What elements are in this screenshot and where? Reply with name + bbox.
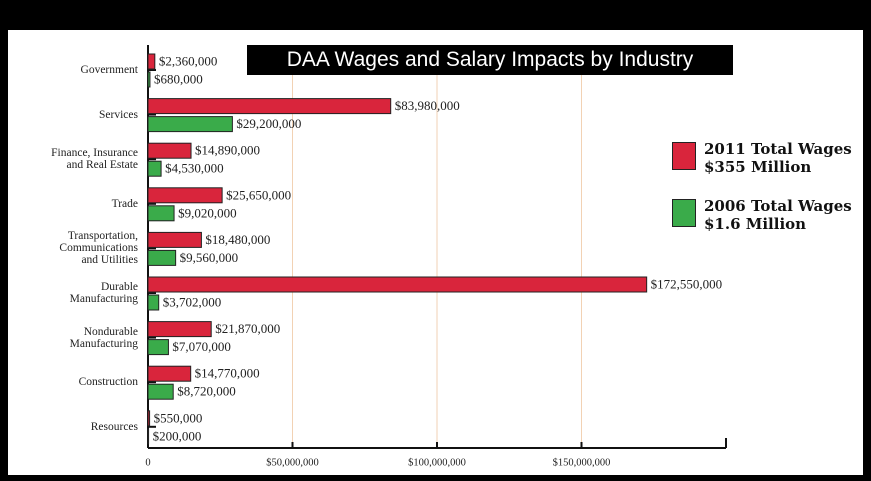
x-tick-label: $50,000,000 bbox=[266, 457, 319, 468]
y-tick-label: Construction bbox=[78, 376, 138, 389]
bar bbox=[147, 249, 177, 266]
bar bbox=[147, 187, 223, 204]
bar bbox=[147, 428, 150, 445]
value-label: $25,650,000 bbox=[226, 187, 291, 202]
value-label: $550,000 bbox=[154, 410, 203, 425]
value-label: $29,200,000 bbox=[236, 116, 301, 131]
value-label: $200,000 bbox=[153, 428, 202, 443]
x-tick-label: 0 bbox=[145, 457, 150, 468]
y-tick-label: Government bbox=[80, 64, 138, 76]
value-label: $172,550,000 bbox=[651, 276, 723, 291]
value-label: $83,980,000 bbox=[395, 98, 460, 113]
value-label: $14,770,000 bbox=[195, 366, 260, 381]
value-label: $8,720,000 bbox=[177, 384, 236, 399]
legend-swatch bbox=[672, 199, 696, 227]
value-label: $680,000 bbox=[154, 71, 203, 86]
bar bbox=[147, 71, 151, 88]
bar bbox=[147, 142, 192, 159]
value-label: $3,702,000 bbox=[163, 294, 222, 309]
y-tick-label: Transportation, Communications and Utili… bbox=[59, 230, 138, 267]
bar bbox=[147, 339, 169, 356]
bar bbox=[147, 205, 175, 222]
chart-title: DAA Wages and Salary Impacts by Industry bbox=[247, 45, 733, 75]
bar bbox=[147, 276, 648, 293]
bar bbox=[147, 383, 174, 400]
y-tick-label: Services bbox=[99, 108, 138, 121]
value-label: $21,870,000 bbox=[215, 321, 280, 336]
bar bbox=[147, 294, 160, 311]
legend-label: 2006 Total Wages $1.6 Million bbox=[704, 197, 852, 233]
value-label: $9,020,000 bbox=[178, 205, 237, 220]
x-tick-label: $100,000,000 bbox=[408, 457, 466, 468]
y-tick-label: Finance, Insurance and Real Estate bbox=[51, 147, 138, 172]
x-tick-label: $150,000,000 bbox=[553, 457, 611, 468]
value-label: $9,560,000 bbox=[180, 250, 239, 265]
y-tick-label: Trade bbox=[111, 197, 138, 210]
value-label: $18,480,000 bbox=[205, 232, 270, 247]
value-label: $7,070,000 bbox=[172, 339, 231, 354]
value-label: $14,890,000 bbox=[195, 143, 260, 158]
bar bbox=[147, 365, 192, 382]
y-tick-label: Nondurable Manufacturing bbox=[69, 325, 138, 350]
bar bbox=[147, 410, 151, 427]
bar bbox=[147, 53, 156, 70]
legend-label: 2011 Total Wages $355 Million bbox=[704, 140, 852, 176]
legend-swatch bbox=[672, 142, 696, 170]
y-tick-label: Durable Manufacturing bbox=[69, 281, 138, 305]
bar bbox=[147, 321, 212, 338]
bar bbox=[147, 160, 162, 177]
y-tick-label: Resources bbox=[90, 420, 138, 433]
value-label: $2,360,000 bbox=[159, 53, 218, 68]
bar bbox=[147, 98, 392, 115]
value-label: $4,530,000 bbox=[165, 161, 224, 176]
bar bbox=[147, 116, 233, 133]
bar bbox=[147, 231, 202, 248]
